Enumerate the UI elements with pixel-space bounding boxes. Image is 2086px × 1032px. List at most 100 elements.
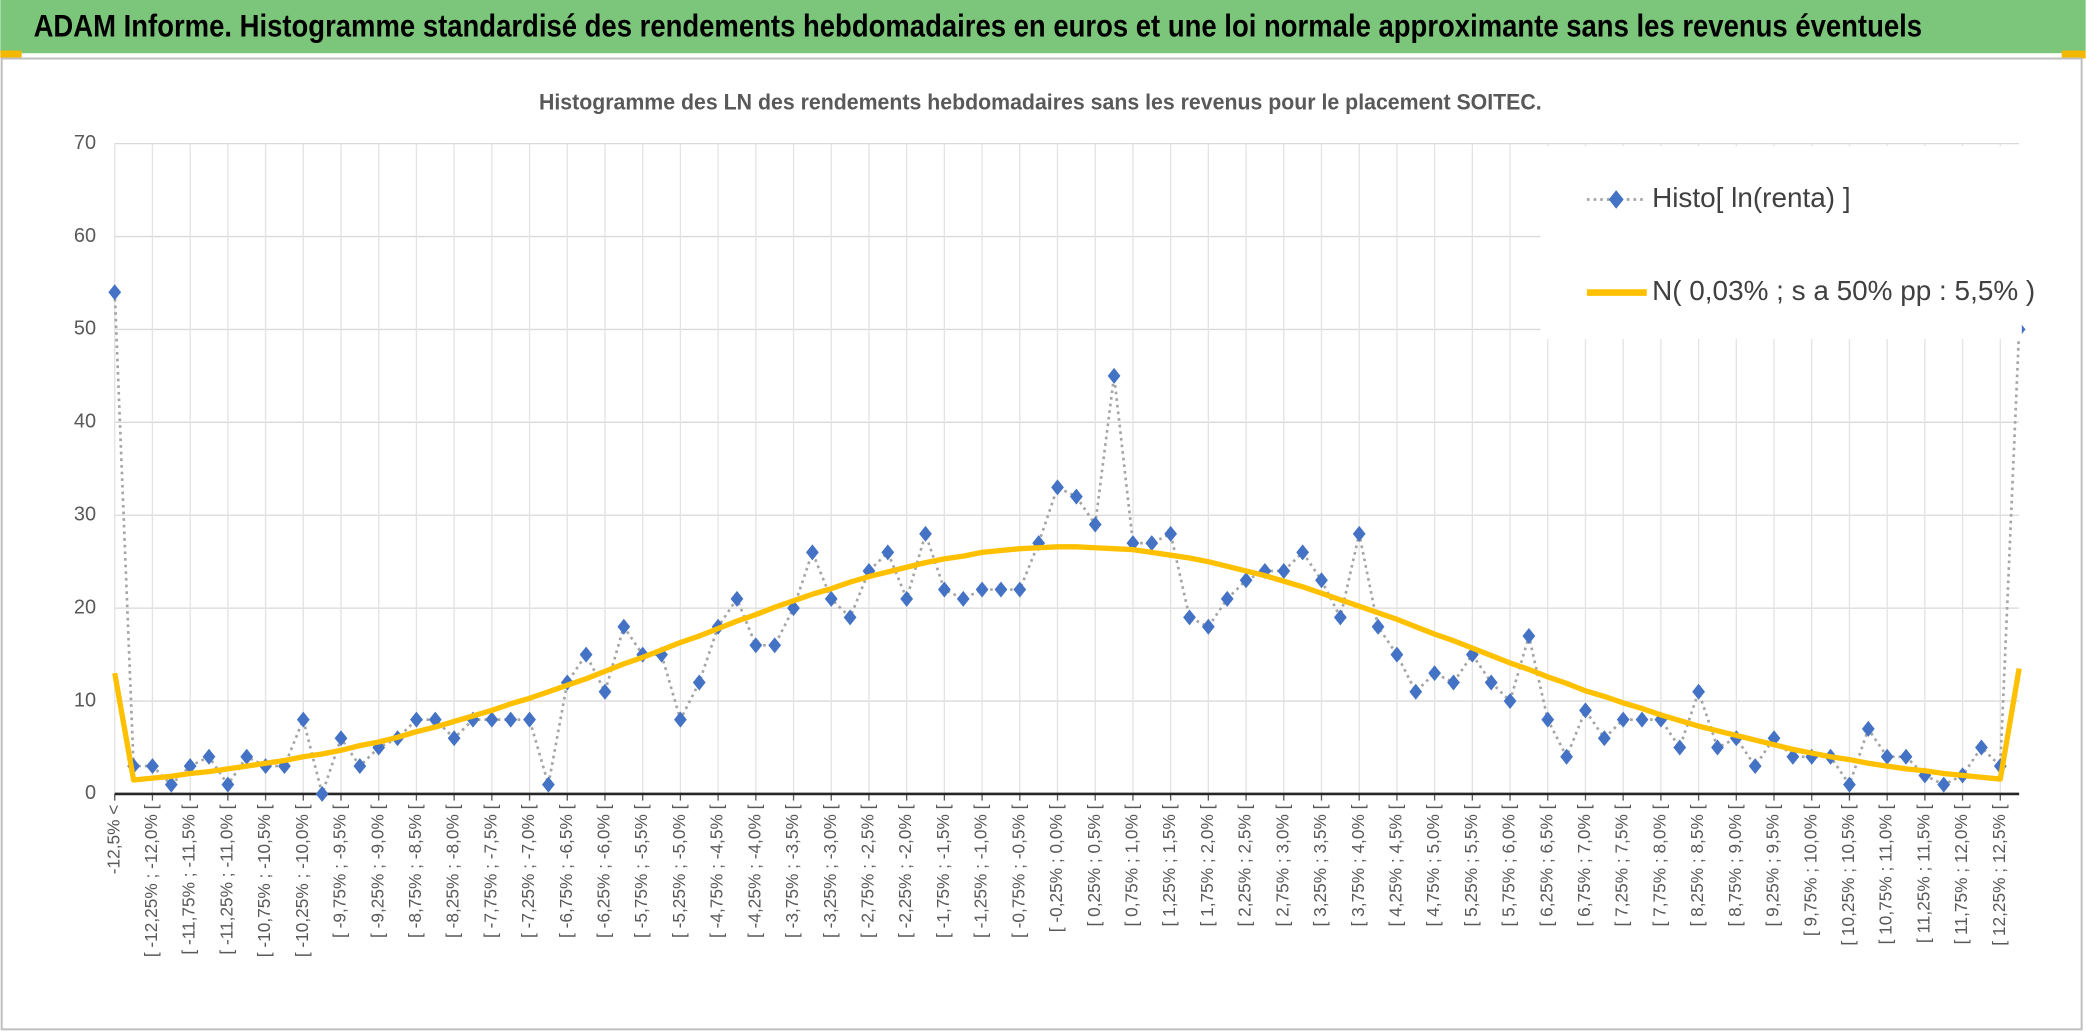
x-tick-label: [ 6,75% ; 7,0% [ xyxy=(1574,804,1594,926)
marker xyxy=(1296,544,1310,561)
x-tick-label: [ -4,25% ; -4,0% [ xyxy=(744,804,764,938)
marker xyxy=(1145,535,1159,552)
header-bar xyxy=(0,0,2086,54)
x-tick-label: [ 8,75% ; 9,0% [ xyxy=(1725,804,1745,926)
header-title: ADAM Informe. Histogramme standardisé de… xyxy=(34,7,1922,43)
series-line xyxy=(112,544,2022,783)
y-tick-label: 30 xyxy=(74,504,96,526)
x-tick-label: [ -12,25% ; -12,0% [ xyxy=(141,804,161,957)
x-tick-label: [ 6,25% ; 6,5% [ xyxy=(1536,804,1556,926)
x-tick-label: [ -11,25% ; -11,0% [ xyxy=(216,804,236,954)
marker xyxy=(1484,674,1498,691)
marker xyxy=(1032,535,1046,552)
x-tick-label: [ -8,75% ; -8,5% [ xyxy=(405,804,425,938)
marker xyxy=(1333,609,1347,626)
marker xyxy=(1786,748,1800,765)
marker xyxy=(428,711,442,728)
x-tick-label: [ -0,75% ; -0,5% [ xyxy=(1008,804,1028,938)
marker xyxy=(881,544,895,561)
legend-label: N( 0,03% ; s a 50% pp : 5,5% ) xyxy=(1652,275,2035,306)
marker xyxy=(1352,525,1366,542)
marker xyxy=(1673,739,1687,756)
legend-box xyxy=(1540,146,2022,340)
x-tick-label: [ 2,25% ; 2,5% [ xyxy=(1235,804,1255,926)
marker xyxy=(994,581,1008,598)
marker xyxy=(1880,748,1894,765)
marker xyxy=(353,758,367,775)
marker xyxy=(1069,488,1083,505)
x-tick-label: [ -9,75% ; -9,5% [ xyxy=(330,804,350,938)
x-tick-label: [ 7,25% ; 7,5% [ xyxy=(1612,804,1632,926)
x-tick-label: [ -5,25% ; -5,0% [ xyxy=(669,804,689,938)
x-tick-label: [ 8,25% ; 8,5% [ xyxy=(1687,804,1707,926)
x-tick-label: [ 4,75% ; 5,0% [ xyxy=(1423,804,1443,926)
x-tick-label: [ 0,25% ; 0,5% [ xyxy=(1084,804,1104,926)
marker xyxy=(1711,739,1724,756)
marker xyxy=(937,581,951,598)
x-tick-label: [ -10,25% ; -10,0% [ xyxy=(292,804,312,957)
marker xyxy=(1843,776,1856,793)
marker xyxy=(1579,702,1592,719)
chart-title: Histogramme des LN des rendements hebdom… xyxy=(539,90,1542,115)
x-tick-label: -12,5% < xyxy=(103,805,123,875)
x-tick-label: [ -2,25% ; -2,0% [ xyxy=(895,804,915,938)
marker xyxy=(1635,711,1649,728)
x-tick-label: [ 10,25% ; 10,5% [ xyxy=(1838,804,1858,945)
y-tick-label: 10 xyxy=(74,689,96,711)
x-tick-label: [ 7,75% ; 8,0% [ xyxy=(1649,804,1669,926)
x-tick-label: [ 2,75% ; 3,0% [ xyxy=(1272,804,1292,926)
marker xyxy=(240,748,254,765)
x-tick-label: [ 3,75% ; 4,0% [ xyxy=(1348,804,1368,926)
x-tick-label: [ -1,75% ; -1,5% [ xyxy=(933,804,953,938)
marker xyxy=(674,711,687,728)
marker xyxy=(278,758,291,775)
marker xyxy=(202,748,216,765)
marker xyxy=(504,711,518,728)
marker xyxy=(806,544,819,561)
marker xyxy=(1597,730,1611,747)
corner-mark xyxy=(0,50,22,59)
x-tick-label: [ -11,75% ; -11,5% [ xyxy=(179,804,199,954)
marker xyxy=(410,711,423,728)
marker xyxy=(1051,479,1064,496)
marker xyxy=(768,637,782,654)
x-tick-label: [ -6,75% ; -6,5% [ xyxy=(556,804,576,938)
x-tick-label: [ -6,25% ; -6,0% [ xyxy=(594,804,614,938)
y-tick-label: 60 xyxy=(74,225,96,247)
chart-frame xyxy=(0,57,2083,1031)
corner-mark xyxy=(2061,50,2086,59)
x-tick-label: [ -1,25% ; -1,0% [ xyxy=(971,804,991,938)
marker xyxy=(1107,367,1121,384)
marker xyxy=(221,776,235,793)
x-tick-label: [ -9,25% ; -9,0% [ xyxy=(367,804,387,938)
x-tick-label: [ -7,75% ; -7,5% [ xyxy=(480,804,500,938)
marker xyxy=(1239,572,1253,589)
x-tick-label: [ 5,25% ; 5,5% [ xyxy=(1461,804,1481,926)
marker xyxy=(523,711,536,728)
marker xyxy=(447,730,461,747)
x-tick-label: [ 9,25% ; 9,5% [ xyxy=(1763,804,1783,926)
series-line xyxy=(113,292,2021,799)
marker xyxy=(315,785,329,802)
marker xyxy=(598,683,612,700)
marker xyxy=(1616,711,1630,728)
marker xyxy=(1277,563,1291,579)
y-tick-label: 20 xyxy=(74,596,96,618)
marker xyxy=(1899,748,1913,765)
marker xyxy=(1560,748,1573,765)
x-tick-label: [ 5,75% ; 6,0% [ xyxy=(1499,804,1519,926)
marker xyxy=(1692,683,1705,700)
marker xyxy=(1503,693,1517,710)
marker xyxy=(975,581,989,598)
y-tick-label: 40 xyxy=(74,411,96,433)
marker xyxy=(1937,776,1951,793)
marker xyxy=(1541,711,1555,728)
marker xyxy=(579,646,593,663)
x-tick-label: [ -7,25% ; -7,0% [ xyxy=(518,804,538,938)
marker xyxy=(164,776,178,793)
x-tick-label: [ 0,75% ; 1,0% [ xyxy=(1121,804,1141,926)
x-tick-label: [ 12,25% ; 12,5% [ xyxy=(1989,804,2009,945)
marker xyxy=(919,525,932,542)
x-tick-label: [ -0,25% ; 0,0% [ xyxy=(1046,804,1066,932)
marker xyxy=(1975,739,1988,756)
